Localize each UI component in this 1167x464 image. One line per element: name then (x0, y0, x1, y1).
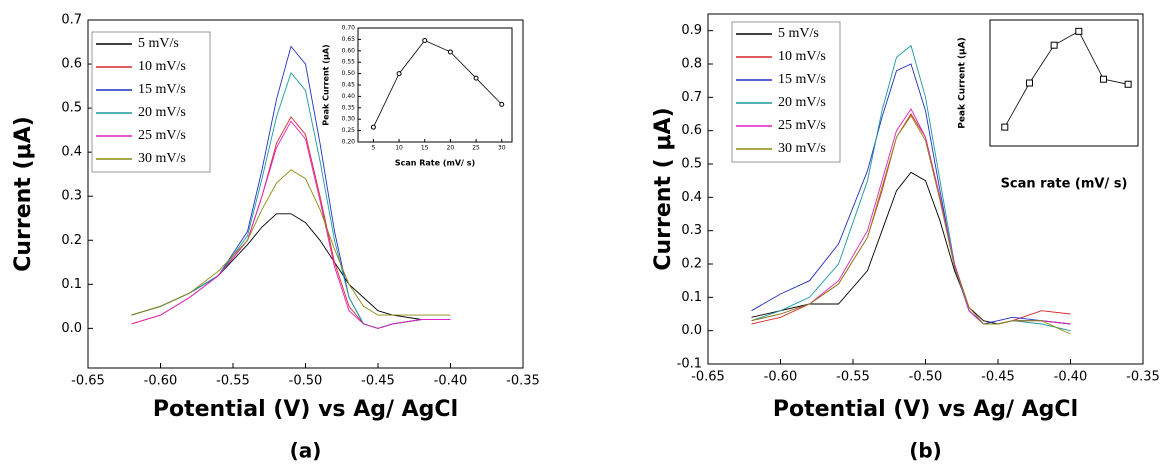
legend-box (731, 21, 841, 163)
inset-x-tick-label: 30 (498, 145, 506, 152)
inset-y-tick-label: 0.65 (342, 36, 356, 43)
inset-y-tick-label: 0.30 (342, 116, 356, 123)
inset-marker (1075, 27, 1083, 35)
inset-marker (1025, 79, 1033, 87)
inset-x-tick-label: 10 (395, 145, 403, 152)
y-tick-label: 0.2 (61, 233, 82, 248)
panel: -0.65 -0.60 -0.55 -0.50 -0.45 -0.40 -0.35 0.0 0.… (11, 13, 540, 463)
x-tick-label: -0.50 (909, 370, 943, 385)
x-tick-label: -0.35 (1126, 370, 1160, 385)
y-tick-label: -0.1 (677, 357, 702, 372)
legend-label: 30 mV/s (778, 141, 826, 156)
y-tick-label: 0.3 (681, 223, 702, 238)
inset-marker (1050, 41, 1058, 49)
inset-marker (396, 71, 402, 77)
inset-y-tick-label: 0.50 (342, 70, 356, 77)
inset-frame (989, 19, 1139, 147)
inset-x-label: Scan Rate (mV/ s) (395, 159, 475, 168)
legend-label: 5 mV/s (138, 36, 179, 51)
inset-y-tick-label: 0.40 (342, 93, 356, 100)
y-tick-label: 0.5 (61, 101, 82, 116)
y-tick-label: 0.4 (681, 190, 702, 205)
y-tick-label: 0.6 (61, 57, 82, 72)
inset-marker (447, 49, 453, 55)
inset-y-tick-label: 0.45 (342, 82, 356, 89)
x-tick-label: -0.45 (361, 374, 395, 389)
inset-y-tick-label: 0.60 (342, 47, 356, 54)
y-axis-label: Current (μA) (11, 116, 36, 272)
x-tick-label: -0.55 (836, 370, 870, 385)
legend-label: 10 mV/s (138, 59, 186, 74)
y-tick-label: 0.9 (681, 23, 702, 38)
x-axis-label: Potential (V) vs Ag/ AgCl (773, 397, 1078, 422)
x-tick-label: -0.60 (144, 374, 178, 389)
y-tick-label: 0.2 (681, 257, 702, 272)
inset-x-label: Scan rate (mV/ s) (1001, 177, 1128, 192)
y-tick-label: 0.4 (61, 145, 82, 160)
x-tick-label: -0.65 (691, 370, 725, 385)
inset-marker (422, 38, 428, 44)
inset-y-tick-label: 0.25 (342, 127, 356, 134)
x-tick-label: -0.55 (216, 374, 250, 389)
inset-y-label: Peak Current (μA) (322, 44, 331, 125)
caption: (a) (290, 439, 322, 463)
legend-label: 25 mV/s (138, 128, 186, 143)
y-tick-label: 0.5 (681, 157, 702, 172)
data-line (751, 171, 1071, 325)
x-tick-label: -0.50 (289, 374, 323, 389)
y-tick-label: 0.3 (61, 189, 82, 204)
legend-label: 20 mV/s (138, 105, 186, 120)
data-line (131, 120, 451, 329)
legend-label: 5 mV/s (778, 26, 819, 41)
y-tick-label: 0.8 (681, 57, 702, 72)
y-tick-label: 0.7 (681, 90, 702, 105)
legend-label: 20 mV/s (778, 95, 826, 110)
inset-x-tick-label: 5 (371, 145, 375, 152)
inset-y-tick-label: 0.55 (342, 59, 356, 66)
x-tick-label: -0.65 (71, 374, 105, 389)
legend-label: 25 mV/s (778, 118, 826, 133)
data-line (131, 169, 451, 316)
y-tick-label: 0.7 (61, 13, 82, 28)
inset-x-tick-label: 20 (447, 145, 455, 152)
panel: -0.65 -0.60 -0.55 -0.50 -0.45 -0.40 -0.35 -0.1 0… (651, 13, 1160, 463)
y-tick-label: 0.0 (681, 323, 702, 338)
legend-label: 15 mV/s (138, 82, 186, 97)
caption: (b) (909, 439, 942, 463)
inset-line (373, 40, 502, 128)
inset-y-tick-label: 0.70 (342, 25, 356, 32)
inset-marker (473, 75, 479, 81)
legend-label: 15 mV/s (778, 72, 826, 87)
legend-box (91, 31, 211, 173)
inset-line (1004, 30, 1129, 128)
legend-label: 10 mV/s (778, 49, 826, 64)
data-line (751, 63, 1071, 325)
inset-marker (1099, 75, 1107, 83)
y-tick-label: 0.0 (61, 321, 82, 336)
inset-marker (370, 124, 376, 130)
x-tick-label: -0.60 (764, 370, 798, 385)
x-tick-label: -0.45 (981, 370, 1015, 385)
inset-x-tick-label: 25 (472, 145, 480, 152)
inset-x-tick-label: 15 (421, 145, 429, 152)
y-tick-label: 0.1 (681, 290, 702, 305)
inset-y-tick-label: 0.35 (342, 104, 356, 111)
data-line (751, 114, 1071, 335)
inset-marker (1001, 123, 1009, 131)
inset-frame (357, 27, 513, 143)
inset-marker (499, 101, 505, 107)
x-tick-label: -0.35 (506, 374, 540, 389)
x-tick-label: -0.40 (1054, 370, 1088, 385)
inset-marker (1124, 80, 1132, 88)
x-axis-label: Potential (V) vs Ag/ AgCl (153, 397, 458, 422)
y-axis-label: Current ( μA) (651, 107, 676, 270)
y-tick-label: 0.6 (681, 123, 702, 138)
inset-y-label: Peak Current (μA) (958, 37, 968, 129)
x-tick-label: -0.40 (434, 374, 468, 389)
inset-y-tick-label: 0.20 (342, 139, 356, 146)
y-tick-label: 0.1 (61, 277, 82, 292)
legend-label: 30 mV/s (138, 151, 186, 166)
